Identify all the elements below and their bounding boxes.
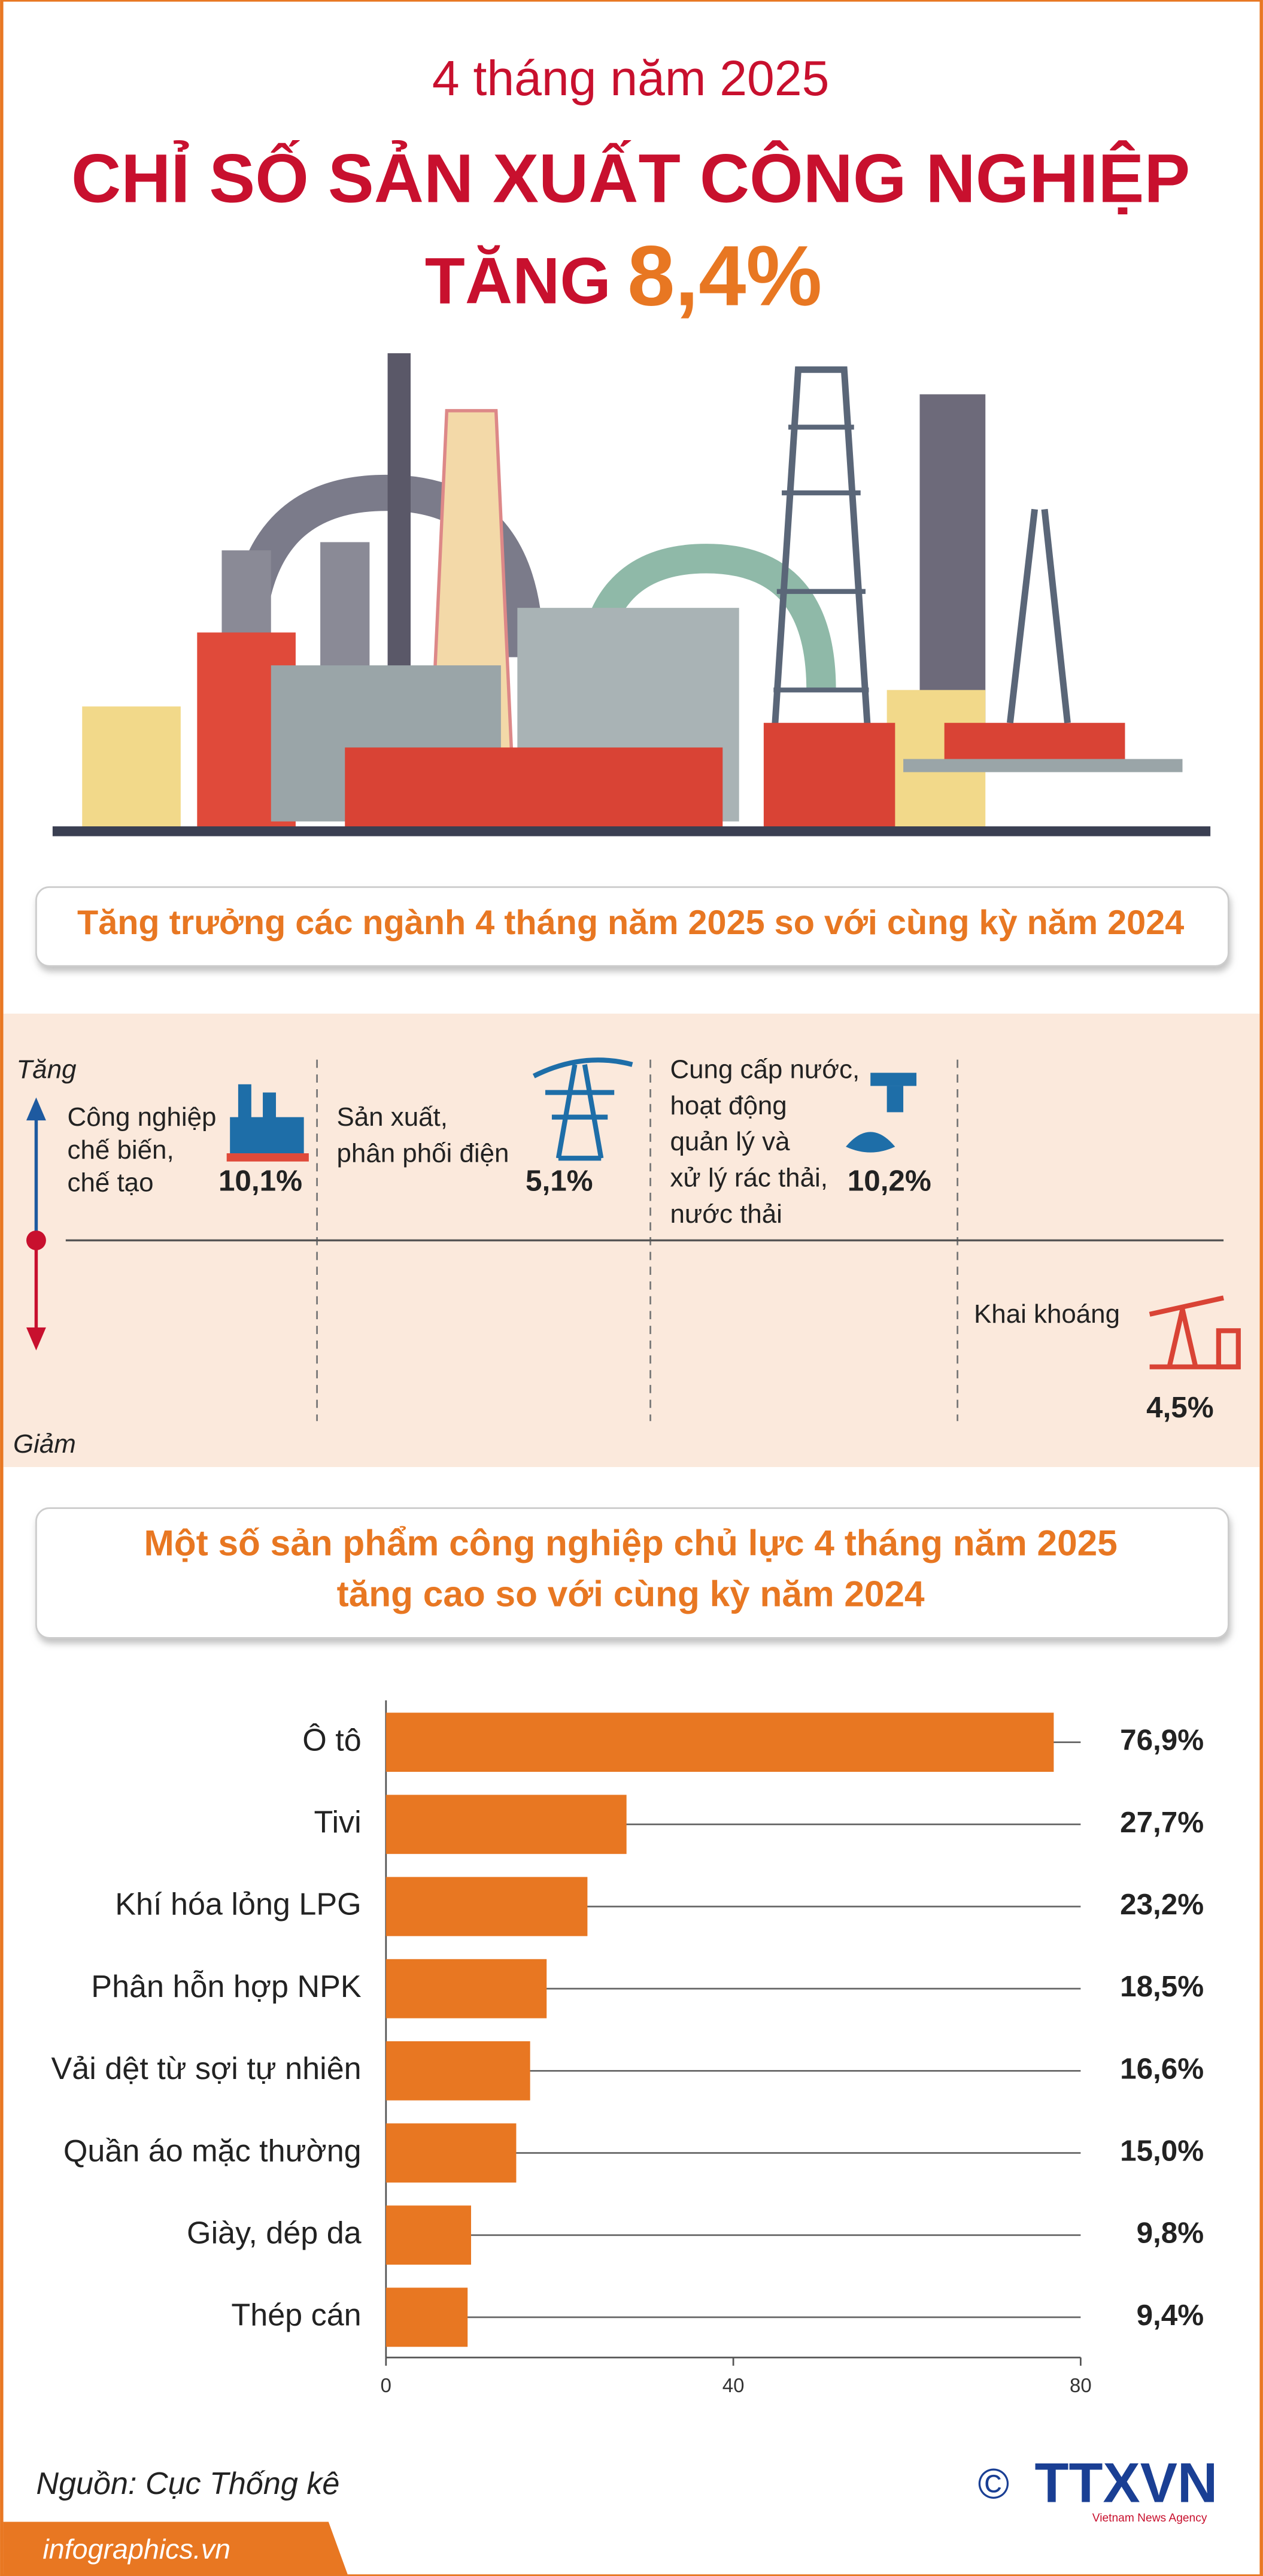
- chart-title: Một số sản phẩm công nghiệp chủ lực 4 th…: [144, 1523, 1117, 1563]
- highlight: 8,4%: [627, 229, 822, 324]
- logo: TTXVN: [1035, 2451, 1218, 2514]
- growth-heading: Tăng trưởng các ngành 4 tháng năm 2025 s…: [77, 904, 1184, 942]
- sector-label: nước thải: [670, 1199, 782, 1229]
- sector-label: Sản xuất,: [337, 1102, 448, 1132]
- category-label: Vải dệt từ sợi tự nhiên: [51, 2051, 362, 2086]
- sector-value: 10,2%: [848, 1164, 931, 1197]
- category-label: Phân hỗn hợp NPK: [91, 1969, 362, 2004]
- bar: [385, 1877, 588, 1936]
- category-label: Quần áo mặc thường: [63, 2133, 362, 2168]
- category-label: Khí hóa lỏng LPG: [115, 1887, 361, 1922]
- sector-label: xử lý rác thải,: [670, 1163, 827, 1193]
- category-label: Giày, dép da: [187, 2216, 362, 2250]
- subtitle: 4 tháng năm 2025: [432, 51, 829, 106]
- bar: [385, 1713, 1054, 1772]
- sector-label: Công nghiệp: [68, 1102, 217, 1132]
- website-tab: [3, 2522, 348, 2576]
- sector-label: hoạt động: [670, 1091, 787, 1120]
- sector-label: Khai khoáng: [974, 1299, 1120, 1329]
- category-label: Thép cán: [231, 2298, 361, 2333]
- x-tick-label: 80: [1070, 2374, 1092, 2396]
- sector-label: phân phối điện: [337, 1138, 509, 1168]
- decrease-label: Giảm: [13, 1429, 76, 1459]
- down-arrowhead: [26, 1327, 46, 1351]
- icon-factory: [226, 1084, 309, 1162]
- sector-label: chế biến,: [68, 1135, 174, 1165]
- sector-label: quản lý và: [670, 1127, 790, 1156]
- bar: [385, 2287, 468, 2347]
- bar: [385, 2205, 471, 2265]
- up-arrowhead: [26, 1097, 46, 1121]
- increase-label: Tăng: [17, 1054, 77, 1084]
- icon-power-tower: [532, 1057, 633, 1161]
- category-label: Tivi: [314, 1805, 362, 1840]
- bar: [385, 2041, 530, 2101]
- value-label: 15,0%: [1120, 2135, 1204, 2168]
- value-label: 27,7%: [1120, 1806, 1204, 1839]
- bar: [385, 1795, 627, 1854]
- bar: [385, 2123, 517, 2183]
- value-label: 9,8%: [1137, 2217, 1204, 2250]
- value-label: 18,5%: [1120, 1970, 1204, 2003]
- value-label: 16,6%: [1120, 2052, 1204, 2085]
- sector-value: 10,1%: [218, 1164, 302, 1197]
- chart-heading-box: [35, 1507, 1229, 1639]
- bar: [385, 1959, 547, 2019]
- x-tick-label: 0: [381, 2374, 391, 2396]
- value-label: 9,4%: [1137, 2299, 1204, 2332]
- value-label: 76,9%: [1120, 1724, 1204, 1757]
- value-label: 23,2%: [1120, 1888, 1204, 1921]
- logo-tagline: Vietnam News Agency: [1092, 2512, 1207, 2525]
- title-prefix: TĂNG: [425, 244, 611, 317]
- category-label: Ô tô: [302, 1723, 361, 1757]
- factory-illustration: [52, 353, 1211, 837]
- x-tick-label: 40: [722, 2374, 745, 2396]
- copyright: ©: [978, 2460, 1010, 2508]
- heading-box: [35, 886, 1229, 967]
- icon-water-tap: [846, 1072, 917, 1153]
- source: Nguồn: Cục Thống kê: [36, 2466, 339, 2501]
- sector-label: Cung cấp nước,: [670, 1054, 860, 1084]
- sector-value: 4,5%: [1146, 1391, 1214, 1424]
- sector-label: chế tạo: [68, 1168, 154, 1198]
- sector-value: 5,1%: [526, 1164, 593, 1197]
- title: CHỈ SỐ SẢN XUẤT CÔNG NGHIỆP: [71, 140, 1190, 217]
- website: infographics.vn: [42, 2533, 230, 2565]
- icon-pump-jack: [1149, 1295, 1241, 1369]
- chart-title: tăng cao so với cùng kỳ năm 2024: [337, 1574, 925, 1614]
- origin-dot: [26, 1230, 46, 1250]
